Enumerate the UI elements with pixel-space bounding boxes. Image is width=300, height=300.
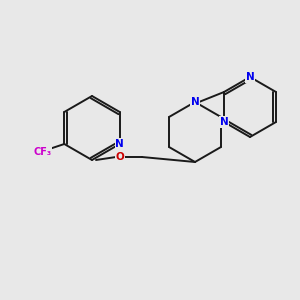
Text: N: N bbox=[115, 139, 124, 149]
Text: N: N bbox=[246, 72, 254, 82]
Text: N: N bbox=[190, 97, 200, 107]
Text: CF₃: CF₃ bbox=[33, 147, 51, 157]
Text: O: O bbox=[116, 152, 124, 162]
Text: N: N bbox=[220, 117, 228, 127]
